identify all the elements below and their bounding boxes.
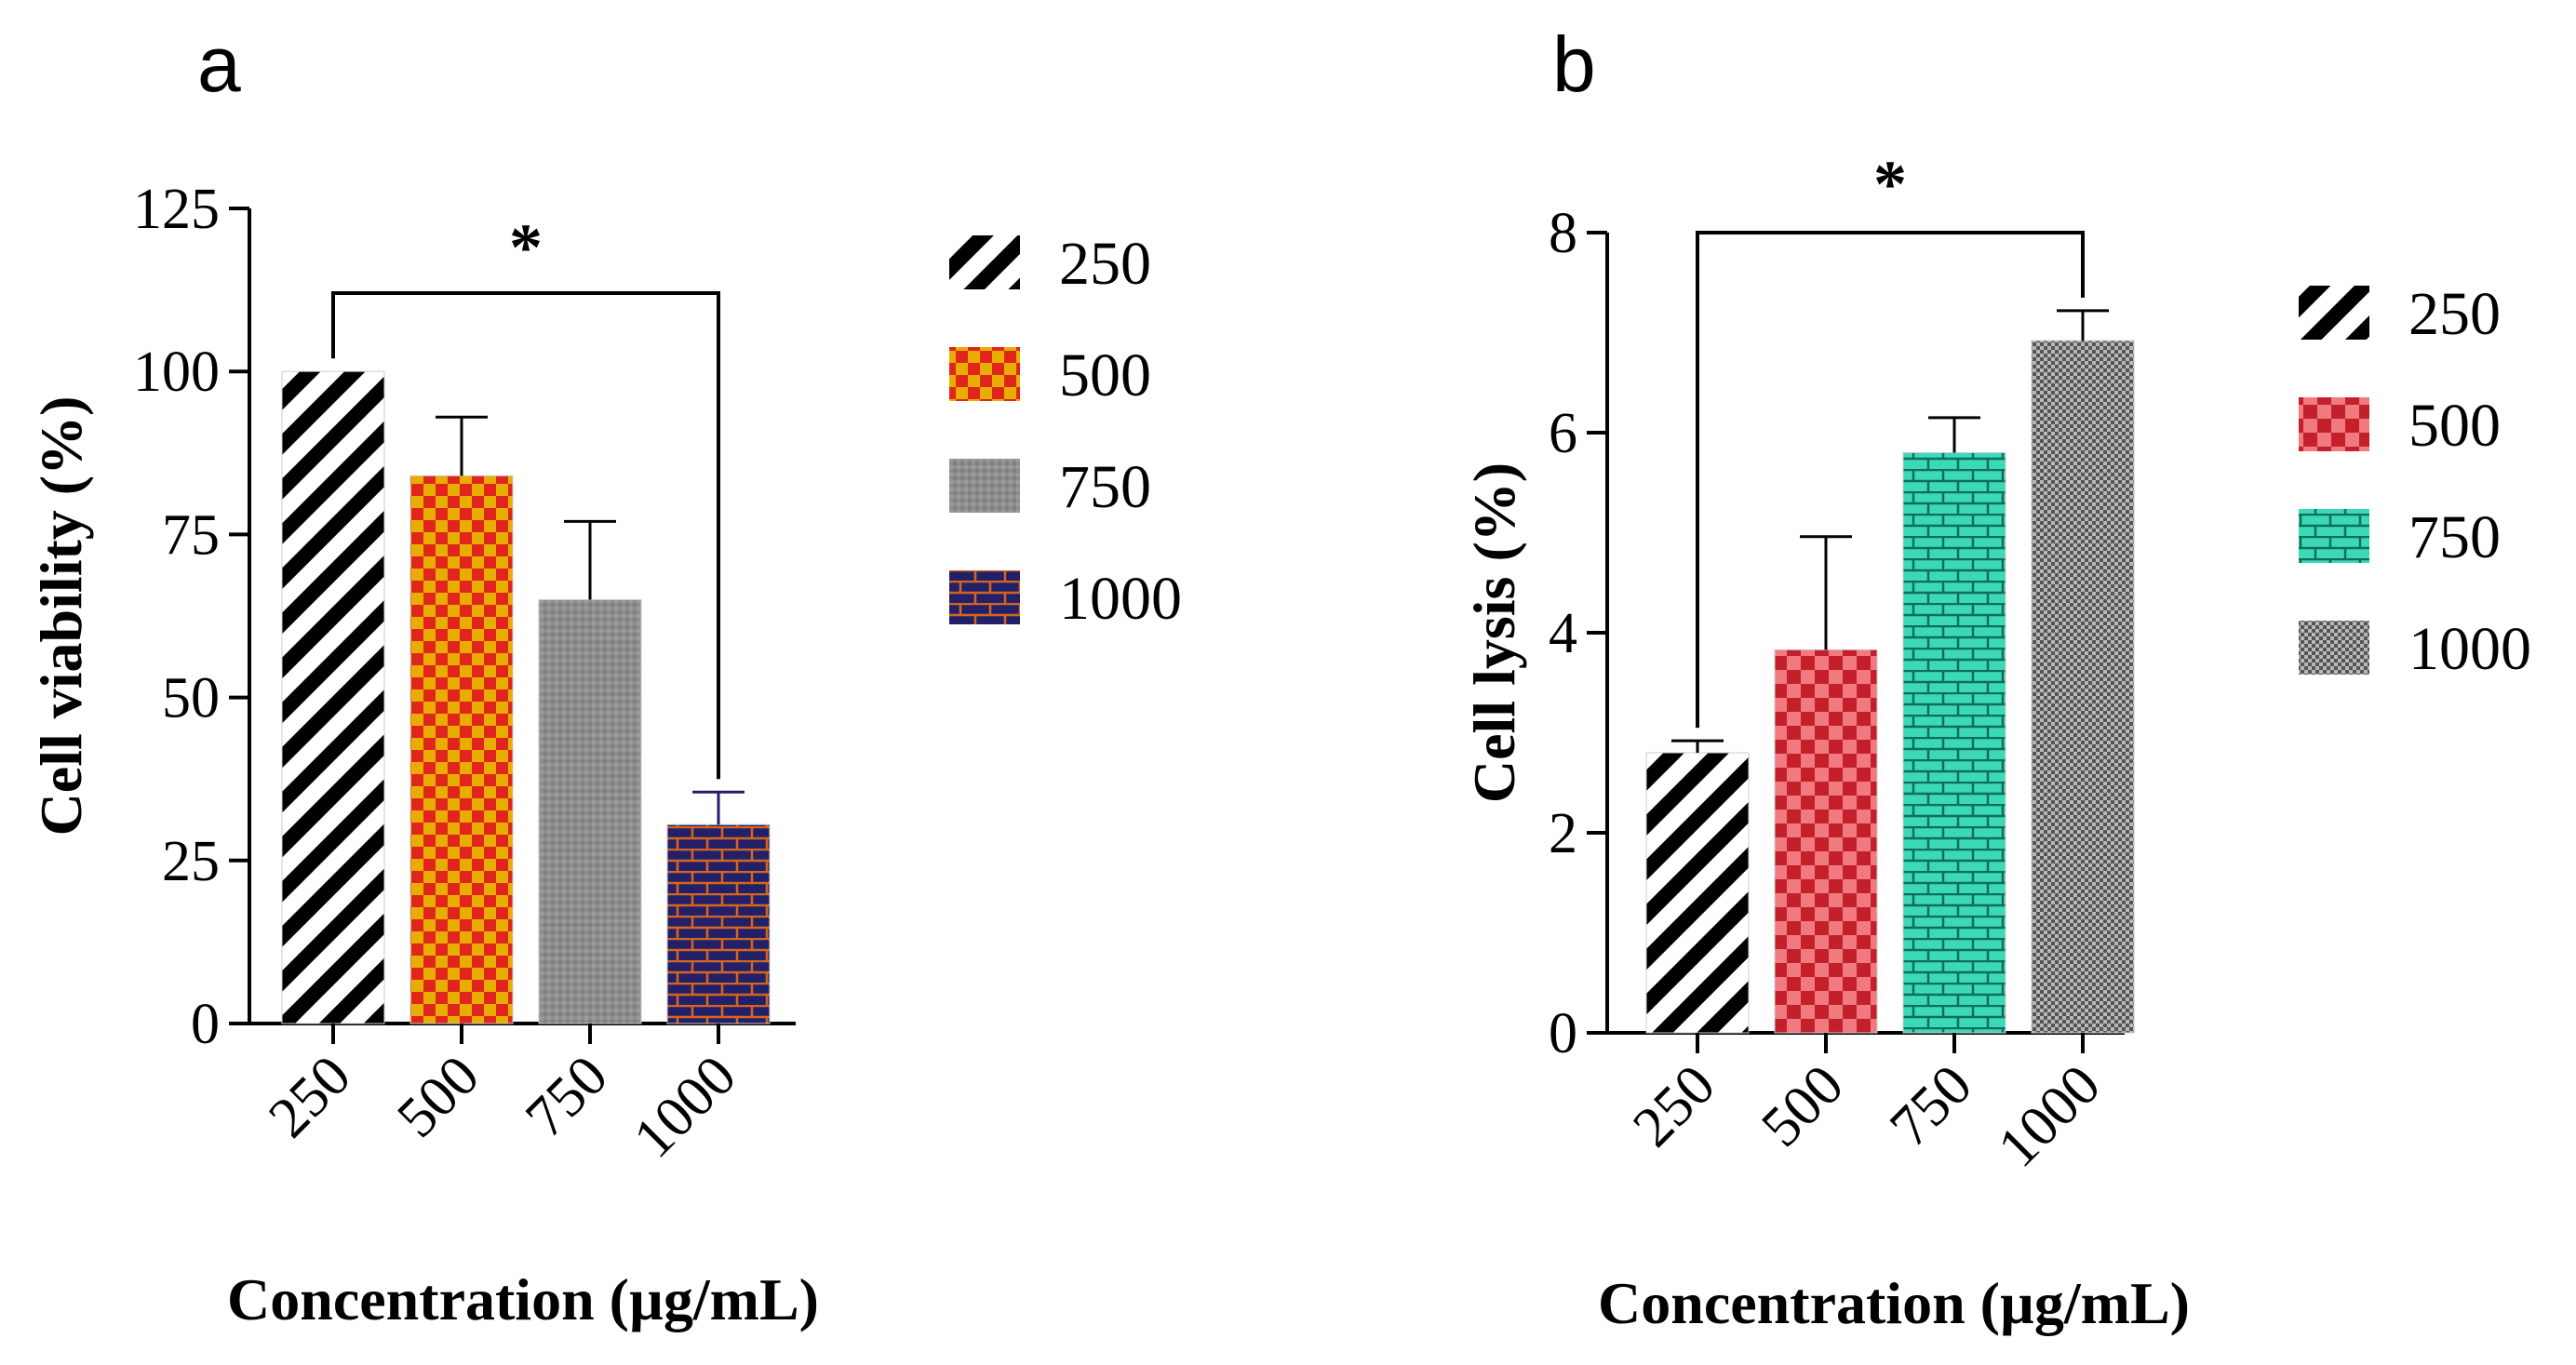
y-axis-title: Cell viability (%) xyxy=(28,396,94,836)
legend-swatch-250 xyxy=(2299,286,2369,340)
y-axis-title: Cell lysis (%) xyxy=(1461,462,1527,803)
y-tick-label: 0 xyxy=(1549,1002,1577,1065)
y-tick-label: 125 xyxy=(133,178,220,241)
x-tick-label-500: 500 xyxy=(1750,1053,1856,1159)
panel-b-label: b xyxy=(1552,20,1596,108)
bar-1000 xyxy=(2031,340,2135,1034)
legend-label-750: 750 xyxy=(2408,503,2501,571)
bar-500 xyxy=(409,475,514,1024)
y-tick-label: 6 xyxy=(1549,402,1577,465)
significance-star: * xyxy=(509,210,543,285)
significance-bracket xyxy=(331,291,720,780)
legend-swatch-500 xyxy=(949,347,1020,401)
legend-label-250: 250 xyxy=(1059,230,1151,298)
legend-swatch-250 xyxy=(949,235,1020,289)
legend-label-250: 250 xyxy=(2408,280,2501,348)
x-tick-label-750: 750 xyxy=(514,1044,620,1150)
x-tick-label-1000: 1000 xyxy=(1986,1053,2113,1180)
bar-500 xyxy=(1774,649,1878,1034)
bar-750 xyxy=(538,598,642,1024)
legend-label-750: 750 xyxy=(1059,453,1151,521)
legend-swatch-750 xyxy=(2299,509,2369,563)
legend-swatch-1000 xyxy=(2299,621,2369,675)
x-tick-label-250: 250 xyxy=(257,1044,363,1150)
legend-label-500: 500 xyxy=(2408,392,2501,460)
x-axis-title: Concentration (µg/mL) xyxy=(227,1266,819,1332)
bar-250 xyxy=(281,370,385,1024)
x-tick-label-1000: 1000 xyxy=(622,1044,748,1171)
bar-750 xyxy=(1902,452,2006,1034)
legend-label-500: 500 xyxy=(1059,341,1151,409)
y-tick-label: 4 xyxy=(1549,602,1577,665)
legend-swatch-500 xyxy=(2299,397,2369,451)
x-tick-label-750: 750 xyxy=(1878,1053,1984,1159)
legend-label-1000: 1000 xyxy=(2408,615,2531,683)
y-tick-label: 75 xyxy=(162,503,220,567)
y-tick-label: 25 xyxy=(162,830,220,893)
x-axis-title: Concentration (µg/mL) xyxy=(1598,1270,2190,1336)
panel-a-label: a xyxy=(197,20,241,108)
x-tick-label-500: 500 xyxy=(385,1044,491,1150)
significance-bracket xyxy=(1696,231,2085,729)
y-tick-label: 100 xyxy=(133,341,220,404)
bar-1000 xyxy=(666,823,771,1024)
bar-250 xyxy=(1645,752,1750,1034)
legend-label-1000: 1000 xyxy=(1059,565,1182,633)
y-tick-label: 0 xyxy=(191,993,220,1056)
x-tick-label-250: 250 xyxy=(1621,1053,1727,1159)
legend-swatch-1000 xyxy=(949,570,1020,624)
y-tick-label: 8 xyxy=(1549,202,1577,265)
y-tick-label: 50 xyxy=(162,667,220,730)
significance-star: * xyxy=(1873,147,1907,221)
y-tick-label: 2 xyxy=(1549,802,1577,865)
legend-swatch-750 xyxy=(949,459,1020,513)
